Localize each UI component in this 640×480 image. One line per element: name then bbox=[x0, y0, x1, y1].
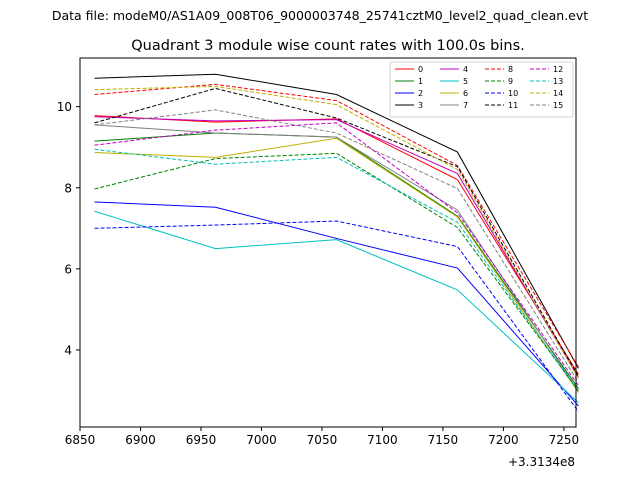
series-line-15 bbox=[94, 109, 579, 383]
series-line-5 bbox=[94, 210, 579, 404]
x-tick-label: 6900 bbox=[125, 433, 156, 447]
axes-frame bbox=[79, 57, 577, 428]
plot-area: 6850 6900 6950 7000 7050 7100 7150 7200 7250 468… bbox=[57, 57, 579, 469]
legend-label-12: 12 bbox=[553, 65, 563, 74]
x-tick-label: 7100 bbox=[367, 433, 398, 447]
y-tick-label: 10 bbox=[57, 100, 72, 114]
legend-label-6: 6 bbox=[463, 89, 468, 98]
series-layer bbox=[94, 73, 579, 412]
series-line-14 bbox=[94, 85, 579, 379]
legend-label-7: 7 bbox=[463, 101, 468, 110]
legend-label-3: 3 bbox=[418, 101, 423, 110]
suptitle: Data file: modeM0/AS1A09_008T06_90000037… bbox=[52, 8, 588, 23]
legend-label-13: 13 bbox=[553, 77, 563, 86]
legend-label-2: 2 bbox=[418, 89, 423, 98]
legend-label-4: 4 bbox=[463, 65, 468, 74]
x-axis-ticks: 6850 6900 6950 7000 7050 7100 7150 7200 7250 bbox=[65, 427, 579, 447]
x-tick-label: 7200 bbox=[488, 433, 519, 447]
x-tick-label: 7250 bbox=[549, 433, 580, 447]
y-axis-ticks: 4 6 8 10 bbox=[57, 100, 80, 357]
x-offset-label: +3.3134e8 bbox=[508, 455, 575, 469]
series-line-12 bbox=[94, 122, 579, 386]
series-line-6 bbox=[94, 137, 579, 393]
legend-label-0: 0 bbox=[418, 65, 423, 74]
legend-label-10: 10 bbox=[508, 89, 518, 98]
legend-label-1: 1 bbox=[418, 77, 423, 86]
legend-label-15: 15 bbox=[553, 101, 563, 110]
series-line-4 bbox=[94, 116, 579, 378]
y-tick-label: 4 bbox=[64, 343, 72, 357]
series-line-10 bbox=[94, 220, 579, 412]
x-tick-label: 7050 bbox=[307, 433, 338, 447]
legend-label-5: 5 bbox=[463, 77, 468, 86]
y-tick-label: 6 bbox=[64, 262, 72, 276]
legend-box bbox=[389, 61, 574, 118]
x-tick-label: 7150 bbox=[428, 433, 459, 447]
x-tick-label: 7000 bbox=[246, 433, 277, 447]
x-tick-label: 6850 bbox=[65, 433, 96, 447]
legend-label-8: 8 bbox=[508, 65, 513, 74]
x-tick-label: 6950 bbox=[186, 433, 217, 447]
legend-label-11: 11 bbox=[508, 101, 518, 110]
chart-title: Quadrant 3 module wise count rates with … bbox=[131, 38, 525, 54]
y-tick-label: 8 bbox=[64, 181, 72, 195]
legend-label-14: 14 bbox=[553, 89, 563, 98]
legend-label-9: 9 bbox=[508, 77, 513, 86]
series-line-13 bbox=[94, 148, 579, 392]
series-line-3 bbox=[94, 73, 579, 369]
series-line-2 bbox=[94, 201, 579, 407]
